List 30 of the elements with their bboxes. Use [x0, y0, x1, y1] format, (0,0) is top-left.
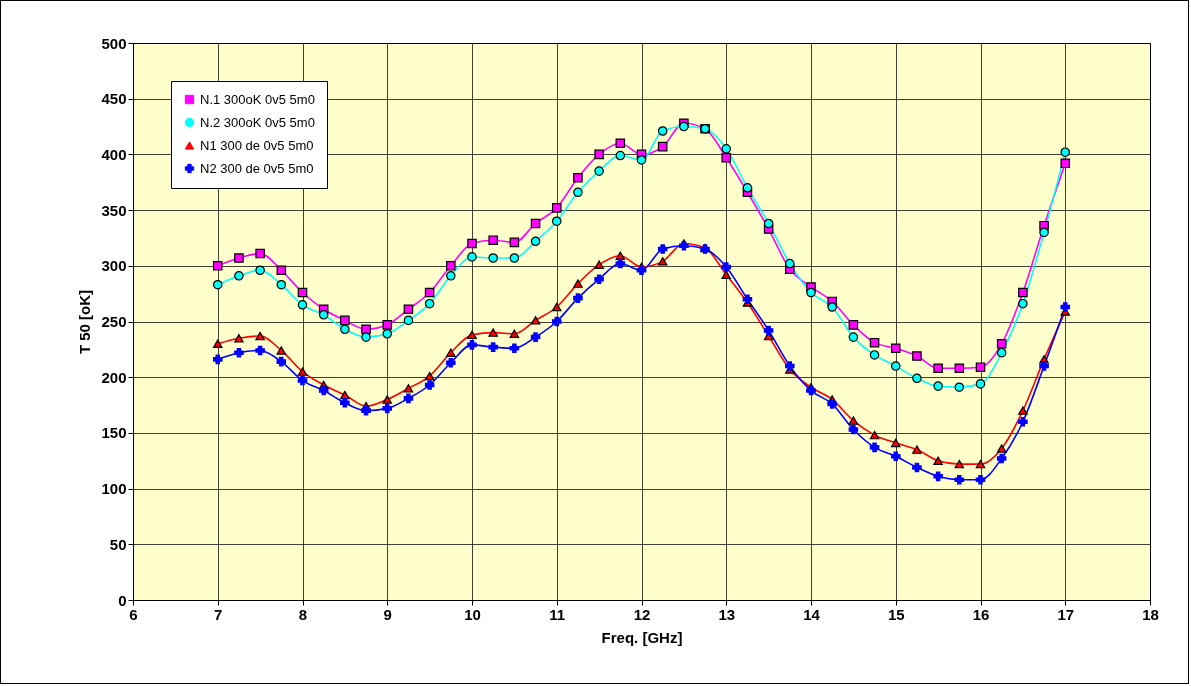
x-tick-label: 8: [298, 605, 308, 623]
y-tick-label: 350: [101, 201, 127, 219]
y-axis-title: T 50 [oK]: [76, 289, 94, 355]
y-tick-label: 450: [101, 90, 127, 108]
x-tick-label: 6: [129, 605, 138, 623]
x-tick-label: 9: [383, 605, 392, 623]
y-tick-label: 250: [101, 313, 127, 330]
x-tick-label: 11: [549, 605, 566, 623]
legend-label: N.2 300oK 0v5 5m0: [200, 114, 315, 130]
x-tick-label: 15: [887, 605, 905, 623]
y-tick-label: 400: [101, 145, 127, 163]
legend-label: N1 300 de 0v5 5m0: [200, 137, 314, 153]
x-tick-label: 18: [1142, 605, 1159, 623]
x-axis-title: Freq. [GHz]: [601, 628, 683, 646]
x-tick-label: 12: [633, 605, 651, 623]
x-tick-label: 16: [972, 605, 990, 623]
x-tick-label: 10: [464, 605, 481, 623]
y-tick-label: 300: [101, 257, 127, 275]
y-tick-label: 150: [101, 424, 127, 442]
legend-label: N2 300 de 0v5 5m0: [200, 160, 314, 176]
legend-label: N.1 300oK 0v5 5m0: [200, 91, 315, 107]
x-tick-label: 13: [718, 605, 736, 623]
y-tick-label: 500: [101, 34, 127, 52]
x-tick-label: 7: [214, 605, 223, 623]
y-tick-label: 100: [101, 480, 127, 498]
x-tick-label: 14: [803, 605, 821, 623]
x-tick-label: 17: [1057, 605, 1075, 623]
y-tick-label: 50: [109, 535, 127, 553]
y-tick-label: 0: [118, 591, 127, 609]
y-tick-label: 200: [101, 368, 127, 386]
